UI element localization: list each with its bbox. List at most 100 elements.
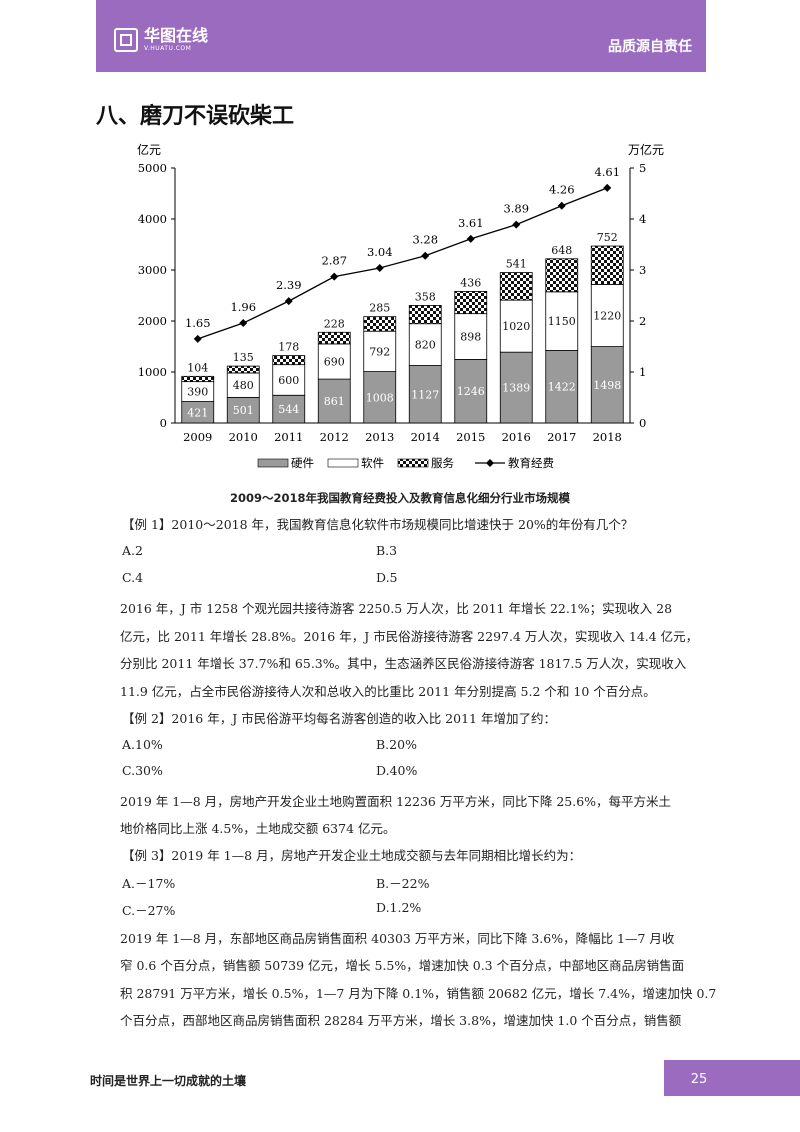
- education-funding-point: [193, 334, 202, 343]
- q1-option-d: D.5: [376, 570, 398, 585]
- page-number: 25: [690, 1072, 708, 1087]
- paragraph-line: 地价格同比上涨 4.5%，土地成交额 6374 亿元。: [120, 821, 396, 836]
- education-funding-label: 3.28: [412, 233, 438, 247]
- chart-title: 2009～2018年我国教育经费投入及教育信息化细分行业市场规模: [229, 491, 570, 505]
- legend-label-software: 软件: [361, 456, 384, 470]
- brand-logo: 华图在线 V.HUATU.COM: [114, 28, 208, 52]
- x-tick-label: 2015: [456, 430, 485, 444]
- bar-software-label: 1220: [593, 309, 621, 322]
- bar-service-label: 104: [187, 361, 208, 374]
- education-funding-point: [330, 272, 339, 281]
- legend-label-hardware: 硬件: [291, 456, 314, 470]
- chart-container: 亿元 万亿元 0 1000 2000 3000 4000 5000 0 1 2 3 4 5 421 390 10…: [130, 140, 690, 480]
- education-funding-label: 4.61: [594, 165, 620, 179]
- page-header: 华图在线 V.HUATU.COM 品质源自责任: [96, 0, 706, 72]
- x-tick-label: 2011: [274, 430, 303, 444]
- x-tick-label: 2014: [411, 430, 440, 444]
- bar-hardware: [363, 371, 397, 424]
- bar-service-label: 752: [597, 231, 618, 244]
- y-right-tick-label: 0: [639, 416, 646, 430]
- x-tick-label: 2013: [365, 430, 394, 444]
- bar-service-label: 178: [278, 341, 299, 354]
- bar-software-label: 600: [278, 374, 299, 387]
- bar-hardware-label: 1008: [366, 391, 394, 404]
- bar-hardware-label: 861: [324, 395, 345, 408]
- bar-hardware: [408, 365, 442, 424]
- paragraph-line: 个百分点，西部地区商品房销售面积 28284 万平方米，增长 3.8%，增速加快…: [120, 1013, 682, 1028]
- bar-hardware-label: 1422: [548, 381, 576, 394]
- y-right-tick-label: 3: [639, 263, 646, 277]
- bar-service: [499, 272, 533, 301]
- q1-option-c: C.4: [122, 570, 144, 585]
- bar-software: [317, 343, 351, 380]
- education-funding-label: 1.65: [185, 316, 211, 330]
- q1-option-a: A.2: [122, 543, 143, 558]
- legend-marker-funding: [486, 459, 494, 467]
- bar-software: [408, 323, 442, 366]
- bar-hardware: [317, 378, 351, 424]
- paragraph-line: 分别比 2011 年增长 37.7%和 65.3%。其中，生态涵养区民俗游接待游…: [120, 656, 687, 671]
- bar-software-label: 1150: [548, 315, 576, 328]
- bar-service: [454, 291, 488, 315]
- y-axis-left-label: 亿元: [137, 142, 161, 157]
- bar-hardware-label: 501: [233, 404, 254, 417]
- education-funding-line: [197, 187, 608, 340]
- bar-service: [545, 258, 579, 293]
- question-2: 【例 2】2016 年，J 市民俗游平均每名游客创造的收入比 2011 年增加了…: [122, 711, 556, 726]
- q3-option-d: D.1.2%: [376, 900, 422, 915]
- x-tick-label: 2009: [183, 430, 212, 444]
- bar-service-label: 436: [460, 276, 481, 289]
- bar-software-label: 690: [324, 355, 345, 368]
- legend-swatch-hardware: [257, 458, 289, 468]
- footer-page-bar: 25: [664, 1060, 800, 1096]
- education-funding-label: 4.26: [549, 183, 575, 197]
- bar-service: [181, 375, 215, 383]
- section-title: 八、磨刀不误砍柴工: [96, 104, 295, 129]
- header-slogan: 品质源自责任: [608, 39, 692, 55]
- bar-service: [363, 316, 397, 332]
- bar-service-label: 135: [233, 351, 254, 364]
- bar-hardware-label: 1246: [457, 385, 485, 398]
- paragraph-line: 2016 年，J 市 1258 个观光园共接待游客 2250.5 万人次，比 2…: [120, 601, 673, 616]
- bar-service: [408, 305, 442, 325]
- education-funding-label: 3.04: [367, 245, 393, 259]
- legend-swatch-software: [327, 458, 359, 468]
- x-tick-label: 2010: [229, 430, 258, 444]
- education-funding-point: [603, 183, 612, 192]
- x-tick-label: 2016: [502, 430, 531, 444]
- logo-icon: [114, 28, 138, 52]
- bar-software-label: 792: [369, 345, 390, 358]
- bar-service: [226, 365, 260, 374]
- bar-service-label: 648: [551, 244, 572, 257]
- y-right-tick-label: 5: [639, 161, 646, 175]
- education-funding-label: 3.61: [458, 216, 484, 230]
- education-funding-point: [557, 201, 566, 210]
- paragraph-line: 亿元，比 2011 年增长 28.8%。2016 年，J 市民俗游接待游客 22…: [120, 629, 699, 644]
- bar-software: [545, 291, 579, 351]
- y-right-tick-label: 2: [639, 314, 646, 328]
- bar-hardware-label: 1127: [411, 388, 439, 401]
- x-tick-label: 2018: [593, 430, 622, 444]
- q2-option-c: C.30%: [122, 763, 163, 778]
- q3-option-c: C.－27%: [122, 903, 176, 918]
- q3-option-b: B.－22%: [376, 876, 430, 891]
- y-left-tick-label: 2000: [138, 314, 167, 328]
- y-left-tick-label: 1000: [138, 365, 167, 379]
- q2-option-b: B.20%: [376, 737, 417, 752]
- y-left-tick-label: 0: [160, 416, 167, 430]
- bar-service-label: 541: [506, 258, 527, 271]
- y-left-tick-label: 5000: [138, 161, 167, 175]
- education-funding-point: [375, 263, 384, 272]
- bar-hardware-label: 1389: [502, 382, 530, 395]
- logo-text: 华图在线: [144, 26, 209, 45]
- question-1: 【例 1】2010～2018 年，我国教育信息化软件市场规模同比增速快于 20%…: [122, 517, 634, 532]
- bar-software: [499, 299, 533, 353]
- x-tick-label: 2012: [320, 430, 349, 444]
- education-chart: 亿元 万亿元 0 1000 2000 3000 4000 5000 0 1 2 3 4 5 421 390 10…: [137, 142, 664, 470]
- education-funding-point: [239, 319, 248, 328]
- paragraph-line: 窄 0.6 个百分点，销售额 50739 亿元，增长 5.5%，增速加快 0.3…: [120, 958, 685, 973]
- education-funding-point: [284, 297, 293, 306]
- bar-service-label: 228: [324, 317, 345, 330]
- paragraph-line: 2019 年 1—8 月，东部地区商品房销售面积 40303 万平方米，同比下降…: [120, 931, 675, 946]
- bar-software-label: 390: [187, 386, 208, 399]
